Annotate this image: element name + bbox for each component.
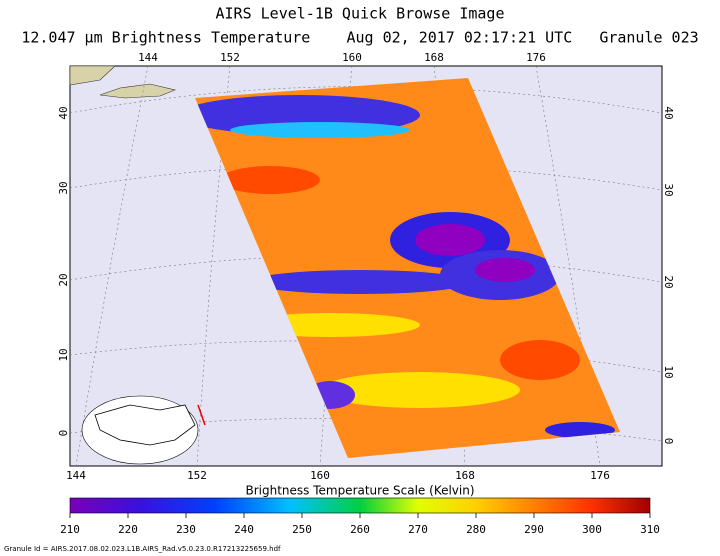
land xyxy=(69,65,116,86)
colorbar xyxy=(69,497,651,514)
lon-label: 176 xyxy=(526,51,546,64)
colorbar-tick-label: 280 xyxy=(466,523,486,536)
colorbar-tick-label: 300 xyxy=(582,523,602,536)
lon-label: 144 xyxy=(138,51,158,64)
colorbar-tick-label: 260 xyxy=(350,523,370,536)
inset-globe xyxy=(81,395,206,465)
lon-label: 168 xyxy=(455,469,475,482)
lat-label: 0 xyxy=(57,430,70,437)
colorbar-tick-label: 310 xyxy=(640,523,660,536)
lat-label: 40 xyxy=(662,106,675,119)
colorbar-tick-label: 210 xyxy=(60,523,80,536)
colorbar-tick-label: 230 xyxy=(176,523,196,536)
lon-label: 160 xyxy=(310,469,330,482)
title: AIRS Level-1B Quick Browse Image xyxy=(216,5,505,23)
lon-label: 168 xyxy=(424,51,444,64)
map xyxy=(69,65,663,467)
colorbar-tick-label: 250 xyxy=(292,523,312,536)
colorbar-title: Brightness Temperature Scale (Kelvin) xyxy=(245,484,474,498)
subtitle: 12.047 μm Brightness Temperature Aug 02,… xyxy=(21,29,698,47)
colorbar-tick-label: 240 xyxy=(234,523,254,536)
granule-id: Granule Id = AIRS.2017.08.02.023.L1B.AIR… xyxy=(4,545,281,553)
lon-label: 160 xyxy=(342,51,362,64)
lon-label: 152 xyxy=(220,51,240,64)
lat-label: 10 xyxy=(662,365,675,378)
lon-label: 176 xyxy=(590,469,610,482)
lat-label: 30 xyxy=(662,183,675,196)
colorbar-tick-label: 270 xyxy=(408,523,428,536)
lat-label: 20 xyxy=(662,275,675,288)
colorbar-tick-label: 290 xyxy=(524,523,544,536)
lon-label: 144 xyxy=(66,469,86,482)
lat-label: 30 xyxy=(57,181,70,194)
lat-label: 10 xyxy=(57,348,70,361)
lat-label: 20 xyxy=(57,273,70,286)
lat-label: 0 xyxy=(662,438,675,445)
colorbar-tick-label: 220 xyxy=(118,523,138,536)
land xyxy=(99,83,176,99)
lon-label: 152 xyxy=(187,469,207,482)
lat-label: 40 xyxy=(57,106,70,119)
